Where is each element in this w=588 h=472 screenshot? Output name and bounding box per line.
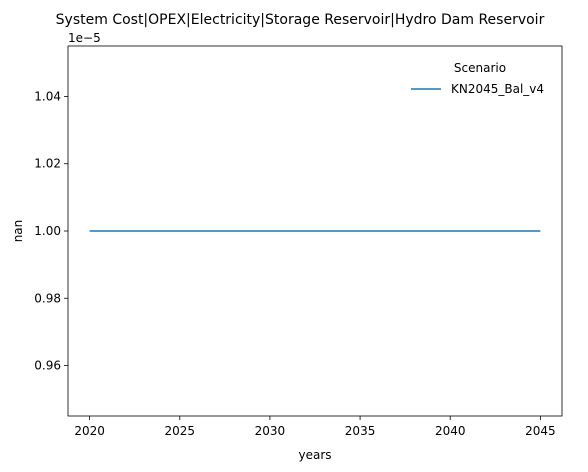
x-tick-label: 2035 — [345, 424, 376, 438]
y-axis-label: nan — [11, 220, 25, 243]
legend: Scenario KN2045_Bal_v4 — [411, 61, 544, 96]
x-tick-label: 2045 — [525, 424, 556, 438]
y-tick-label: 1.04 — [34, 89, 61, 103]
x-axis: 2020 2025 2030 2035 2040 2045 — [74, 416, 556, 438]
y-offset-label: 1e−5 — [68, 31, 101, 45]
legend-label: KN2045_Bal_v4 — [451, 82, 544, 96]
y-tick-label: 0.96 — [34, 359, 61, 373]
y-tick-label: 0.98 — [34, 291, 61, 305]
x-axis-label: years — [298, 448, 331, 462]
x-tick-label: 2040 — [435, 424, 466, 438]
y-axis: 0.96 0.98 1.00 1.02 1.04 — [34, 89, 68, 373]
chart-title: System Cost|OPEX|Electricity|Storage Res… — [56, 12, 545, 28]
y-tick-label: 1.02 — [34, 157, 61, 171]
x-tick-label: 2025 — [165, 424, 196, 438]
x-tick-label: 2020 — [74, 424, 105, 438]
legend-title: Scenario — [454, 61, 506, 75]
y-tick-label: 1.00 — [34, 224, 61, 238]
x-tick-label: 2030 — [255, 424, 286, 438]
